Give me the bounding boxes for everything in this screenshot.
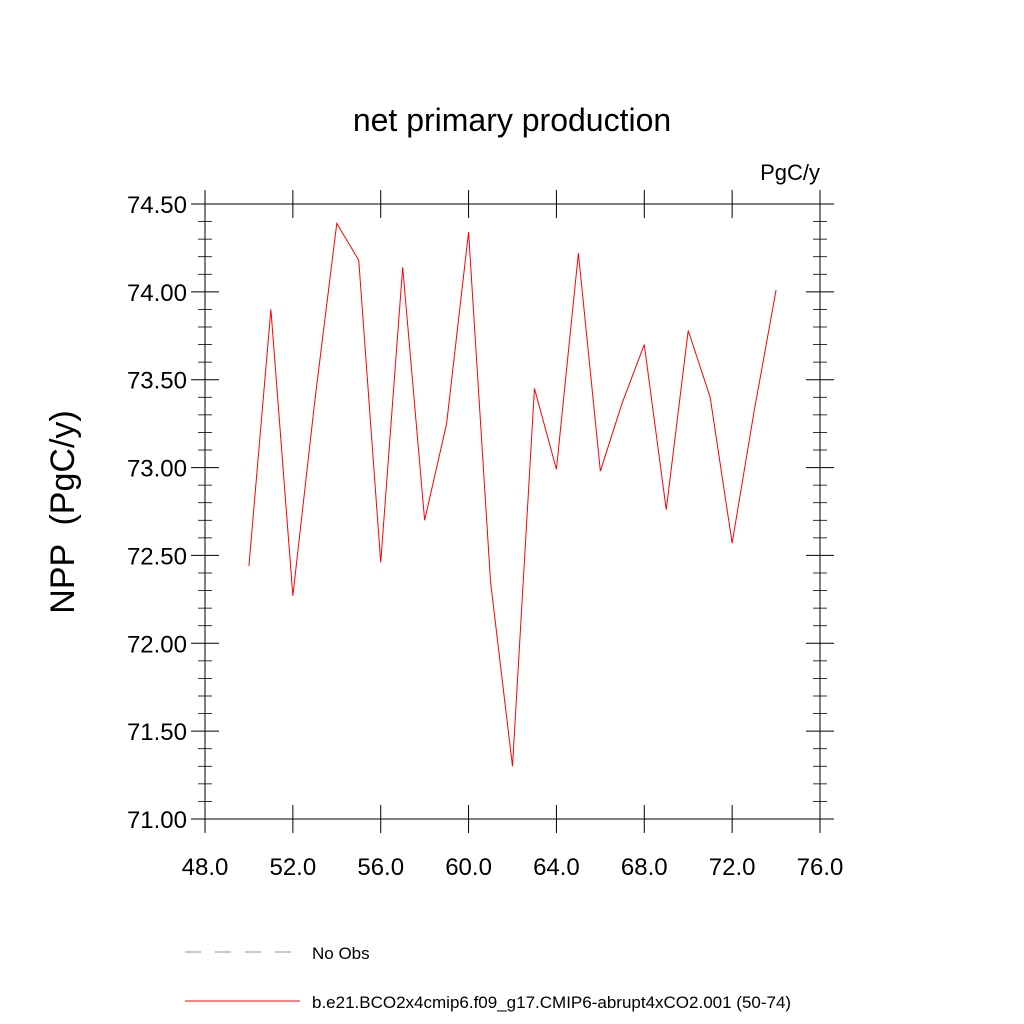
y-tick-label: 72.00: [127, 631, 187, 658]
y-tick-label: 71.50: [127, 719, 187, 746]
legend-label-model: b.e21.BCO2x4cmip6.f09_g17.CMIP6-abrupt4x…: [312, 993, 791, 1012]
y-tick-label: 71.00: [127, 807, 187, 834]
x-tick-label: 56.0: [357, 854, 404, 881]
x-axis-ticks: 48.0 52.0 56.0 60.0 64.0 68.0 72.0 76.0: [182, 190, 844, 881]
x-tick-label: 76.0: [797, 854, 844, 881]
plot-frame: [204, 203, 821, 820]
x-tick-label: 60.0: [445, 854, 492, 881]
x-tick-label: 52.0: [269, 854, 316, 881]
legend: No Obs b.e21.BCO2x4cmip6.f09_g17.CMIP6-a…: [185, 944, 791, 1012]
y-axis-label: NPP (PgC/y): [44, 410, 82, 613]
chart-title: net primary production: [353, 102, 671, 138]
y-axis-ticks: 71.00 71.50 72.00 72.50 73.00 73.50 74.00 74.50: [127, 192, 834, 834]
x-tick-label: 48.0: [182, 854, 229, 881]
y-tick-label: 73.50: [127, 368, 187, 395]
x-tick-label: 72.0: [709, 854, 756, 881]
y-tick-label: 72.50: [127, 543, 187, 570]
series-layer: [248, 221, 777, 767]
y-tick-label: 73.00: [127, 456, 187, 483]
units-label: PgC/y: [760, 160, 820, 185]
x-tick-label: 68.0: [621, 854, 668, 881]
x-tick-label: 64.0: [533, 854, 580, 881]
y-tick-label: 74.00: [127, 280, 187, 307]
series-line-0: [248, 221, 777, 767]
legend-label-no-obs: No Obs: [312, 944, 370, 963]
y-tick-label: 74.50: [127, 192, 187, 219]
